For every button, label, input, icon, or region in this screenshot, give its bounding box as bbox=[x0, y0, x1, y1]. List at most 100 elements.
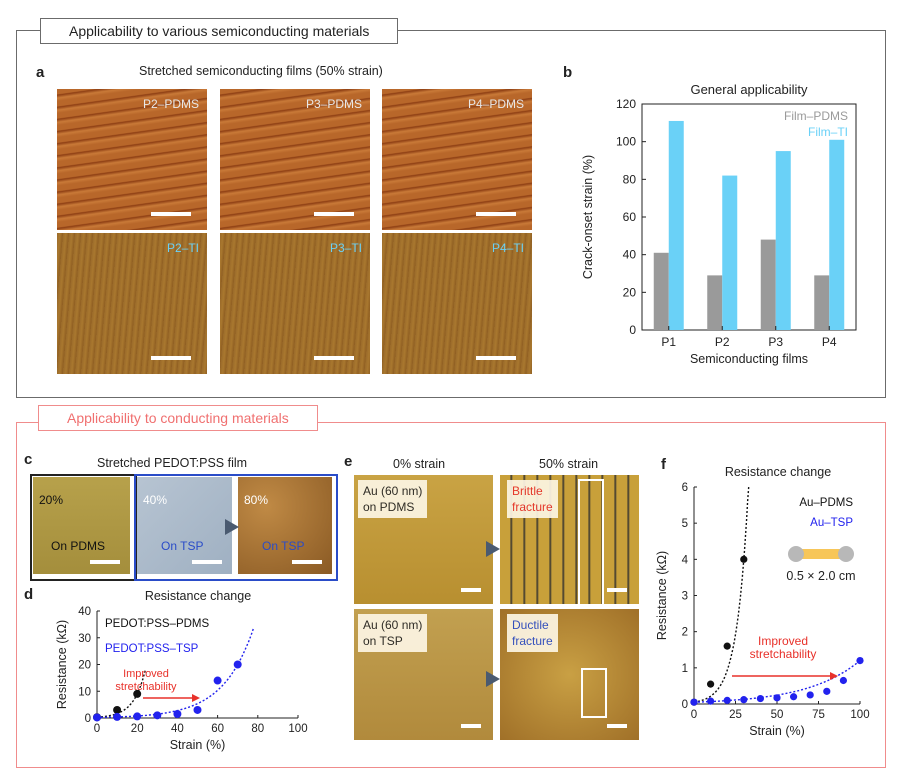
micrograph-3: P4–PDMS bbox=[382, 89, 532, 230]
sample-strip-icon bbox=[796, 549, 846, 559]
y-axis-label: Resistance (kΩ) bbox=[655, 551, 669, 640]
y-tick-label: 20 bbox=[623, 285, 637, 299]
micrograph-label: P2–PDMS bbox=[142, 97, 199, 111]
arrow-head bbox=[830, 672, 838, 680]
micrograph-1: P2–PDMS bbox=[57, 89, 207, 230]
legend-entry: Film–PDMS bbox=[784, 109, 848, 123]
bar-ti-P4 bbox=[829, 139, 845, 330]
section1-title: Applicability to various semiconducting … bbox=[40, 18, 399, 44]
data-point bbox=[740, 696, 748, 704]
y-tick-label: 0 bbox=[682, 699, 688, 711]
data-point bbox=[806, 691, 814, 699]
micrograph-label: P4–PDMS bbox=[467, 97, 524, 111]
row-label-tsp: Au (60 nm) on TSP bbox=[358, 614, 428, 652]
chart-title: Resistance change bbox=[145, 589, 251, 603]
data-point bbox=[756, 694, 764, 703]
data-point bbox=[790, 693, 798, 701]
trend-line bbox=[96, 627, 255, 719]
micrograph-6: P4–TI bbox=[382, 233, 532, 374]
section2-title: Applicability to conducting materials bbox=[38, 405, 318, 431]
x-tick-label: 75 bbox=[812, 709, 825, 721]
pedot-image-1: 20% On PDMS bbox=[33, 477, 130, 574]
data-point bbox=[707, 697, 715, 705]
y-tick-label: 100 bbox=[616, 135, 636, 149]
x-tick-label: 100 bbox=[288, 723, 307, 735]
scale-bar bbox=[292, 560, 322, 564]
panel-a-caption: Stretched semiconducting films (50% stra… bbox=[139, 64, 383, 78]
micrograph-4: P2–TI bbox=[57, 233, 207, 374]
fracture-label-brittle: Brittle fracture bbox=[507, 480, 558, 518]
y-tick-label: 30 bbox=[78, 633, 91, 645]
micrograph-5: P3–TI bbox=[220, 233, 370, 374]
data-point bbox=[839, 676, 847, 685]
chart-title: Resistance change bbox=[725, 465, 831, 479]
scale-bar bbox=[90, 560, 120, 564]
panel-f-letter: f bbox=[661, 456, 666, 473]
panel-c-group-tsp bbox=[134, 474, 338, 581]
data-point bbox=[213, 676, 222, 685]
micrograph-label: P4–TI bbox=[491, 241, 524, 255]
panel-c-caption: Stretched PEDOT:PSS film bbox=[97, 456, 248, 470]
chart-d: Resistance change 0 20 40 60 80 100 0 10 20 30 40 St… bbox=[55, 589, 308, 752]
substrate-label: On PDMS bbox=[51, 539, 106, 553]
row-label-pdms: Au (60 nm) on PDMS bbox=[358, 480, 428, 518]
bar-ti-P1 bbox=[668, 120, 684, 330]
data-point bbox=[823, 687, 831, 695]
fracture-label-ductile: Ductile fracture bbox=[507, 614, 558, 652]
x-tick-label: 60 bbox=[211, 723, 224, 735]
y-tick-label: 1 bbox=[682, 663, 688, 675]
y-tick-label: 3 bbox=[682, 591, 688, 603]
electrode-icon bbox=[788, 546, 804, 562]
data-point bbox=[707, 680, 715, 688]
y-tick-label: 4 bbox=[682, 554, 689, 566]
section-semiconducting bbox=[16, 30, 886, 398]
scale-bar bbox=[461, 588, 481, 592]
data-point bbox=[113, 705, 122, 714]
y-axis-label: Crack-onset strain (%) bbox=[581, 155, 595, 279]
scale-bar bbox=[607, 724, 627, 728]
y-tick-label: 10 bbox=[78, 686, 91, 698]
chart-b: General applicability 0 20 40 60 80 100 120 P1 P2… bbox=[581, 82, 857, 366]
chart-title: General applicability bbox=[690, 82, 808, 97]
legend-entry: Au–PDMS bbox=[799, 497, 853, 509]
section-conducting bbox=[16, 422, 886, 768]
x-tick-label: 100 bbox=[850, 709, 869, 721]
strain-label: 20% bbox=[39, 493, 64, 507]
bar-pdms-P4 bbox=[814, 275, 830, 330]
highlight-box bbox=[581, 668, 607, 718]
sample-size-label: 0.5 × 2.0 cm bbox=[786, 569, 855, 583]
data-point bbox=[133, 689, 142, 698]
y-tick-label: 20 bbox=[78, 660, 91, 672]
scale-bar bbox=[476, 212, 516, 216]
data-point bbox=[740, 555, 748, 563]
micrograph-2: P3–PDMS bbox=[220, 89, 370, 230]
panel-e-col-header-0: 0% strain bbox=[393, 457, 446, 471]
electrode-icon bbox=[838, 546, 854, 562]
pedot-image-3: 80% On TSP bbox=[238, 477, 332, 574]
y-tick-label: 0 bbox=[629, 323, 636, 337]
arrow-head bbox=[192, 694, 200, 702]
y-tick-label: 60 bbox=[623, 210, 637, 224]
data-point bbox=[173, 709, 182, 718]
y-tick-label: 80 bbox=[623, 172, 637, 186]
scale-bar bbox=[151, 212, 191, 216]
strain-label: 80% bbox=[244, 493, 269, 507]
data-point bbox=[773, 694, 781, 702]
data-point bbox=[93, 713, 101, 722]
y-tick-label: 40 bbox=[623, 248, 637, 262]
data-point bbox=[723, 696, 731, 704]
bar-pdms-P1 bbox=[653, 252, 669, 330]
annotation-text: stretchability bbox=[115, 681, 177, 693]
arrow-icon bbox=[486, 671, 500, 687]
x-tick-label: 0 bbox=[94, 723, 100, 735]
data-point bbox=[113, 712, 122, 721]
arrow-icon bbox=[225, 519, 239, 535]
scale-bar bbox=[314, 212, 354, 216]
x-tick-label: P3 bbox=[768, 335, 783, 349]
data-point bbox=[233, 660, 242, 669]
legend-entry: Film–TI bbox=[808, 125, 848, 139]
x-tick-label: P1 bbox=[661, 335, 676, 349]
substrate-label: On TSP bbox=[262, 539, 305, 553]
legend-entry: PEDOT:PSS–PDMS bbox=[105, 618, 209, 630]
bar-ti-P3 bbox=[775, 151, 791, 330]
